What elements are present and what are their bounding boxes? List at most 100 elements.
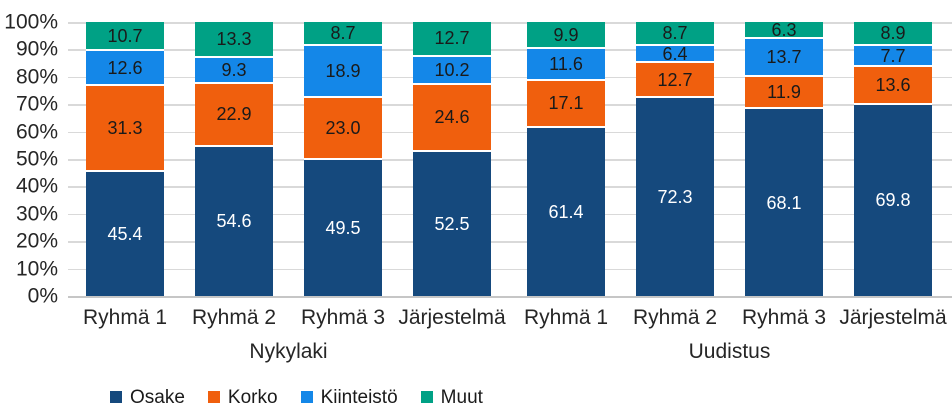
segment-osake: 52.5 (413, 152, 491, 296)
bar-nykylaki-ryhm-1: 10.7 12.6 31.3 45.4 (86, 22, 164, 296)
segment-kiinteist: 10.2 (413, 56, 491, 85)
segment-osake: 49.5 (304, 160, 382, 296)
segment-osake: 69.8 (854, 104, 932, 296)
segment-value-label: 23.0 (325, 118, 361, 138)
segment-value-label: 11.9 (767, 82, 801, 103)
segment-value-label: 24.6 (434, 107, 470, 128)
segment-value-label: 45.4 (107, 223, 143, 244)
segment-muut: 8.7 (304, 22, 382, 46)
legend-swatch-icon (300, 391, 313, 403)
segment-value-label: 68.1 (766, 192, 802, 213)
bar-uudistus-ryhm-3: 6.3 13.7 11.9 68.1 (745, 22, 823, 296)
segment-value-label: 6.4 (662, 43, 688, 64)
segment-value-label: 18.9 (325, 60, 361, 81)
bar-group-uudistus: 9.9 11.6 17.1 61.4 8.7 6.4 12.7 72.3 6.3 13.7 11.9… (527, 22, 932, 296)
y-tick-label: 30% (15, 202, 58, 226)
segment-value-label: 69.8 (875, 190, 911, 211)
y-tick-label: 40% (15, 174, 58, 198)
category-label-ryhm-1: Ryhmä 1 (82, 306, 168, 329)
segment-value-label: 22.9 (216, 104, 252, 125)
x-axis-group-labels: Nykylaki Uudistus (68, 340, 952, 364)
bar-nykylaki-ryhm-3: 8.7 18.9 23.0 49.5 (304, 22, 382, 296)
bar-nykylaki-ryhm-2: 13.3 9.3 22.9 54.6 (195, 22, 273, 296)
y-tick-label: 10% (15, 257, 58, 281)
category-label-ryhm-3: Ryhmä 3 (741, 306, 827, 329)
gridline (68, 49, 952, 51)
segment-kiinteist: 13.7 (745, 39, 823, 77)
segment-value-label: 12.7 (657, 69, 693, 90)
segment-muut: 6.3 (745, 22, 823, 40)
segment-value-label: 6.3 (771, 22, 797, 40)
segment-osake: 72.3 (636, 98, 714, 296)
segment-value-label: 72.3 (657, 187, 693, 208)
segment-value-label: 17.1 (548, 93, 584, 114)
segment-value-label: 7.7 (880, 45, 906, 66)
y-tick-label: 90% (15, 37, 58, 61)
segment-korko: 17.1 (527, 80, 605, 128)
segment-value-label: 12.7 (434, 28, 470, 49)
segment-kiinteist: 12.6 (86, 51, 164, 86)
group-label-nykylaki: Nykylaki (249, 340, 328, 363)
segment-muut: 12.7 (413, 22, 491, 57)
group-label-uudistus: Uudistus (688, 340, 771, 363)
category-label-ryhm-3: Ryhmä 3 (300, 306, 386, 329)
segment-kiinteist: 7.7 (854, 45, 932, 68)
segment-kiinteist: 18.9 (304, 45, 382, 98)
segment-value-label: 11.6 (549, 54, 583, 75)
gridline (68, 268, 952, 271)
segment-korko: 24.6 (413, 84, 491, 153)
bar-groups: 10.7 12.6 31.3 45.4 13.3 9.3 22.9 54.6 8.7 18.9 23… (68, 22, 952, 296)
gridline (68, 76, 952, 79)
segment-kiinteist: 6.4 (636, 43, 714, 64)
gridline (68, 213, 952, 216)
segment-value-label: 10.7 (107, 25, 143, 46)
legend-label: Korko (227, 386, 278, 408)
category-label-j-rjestelm: Järjestelmä (839, 306, 947, 329)
bar-group-nykylaki: 10.7 12.6 31.3 45.4 13.3 9.3 22.9 54.6 8.7 18.9 23… (86, 22, 491, 296)
segment-value-label: 8.7 (330, 22, 356, 43)
segment-value-label: 8.9 (880, 23, 906, 44)
segment-value-label: 54.6 (216, 211, 252, 232)
y-tick-label: 20% (15, 229, 58, 253)
segment-value-label: 8.7 (662, 22, 688, 43)
segment-value-label: 52.5 (434, 214, 470, 235)
y-tick-label: 0% (27, 284, 58, 308)
segment-value-label: 61.4 (548, 201, 584, 222)
segment-value-label: 31.3 (107, 117, 143, 138)
legend-swatch-icon (420, 391, 433, 403)
segment-korko: 13.6 (854, 67, 932, 105)
legend: Osake Korko Kiinteistö Muut (110, 386, 483, 408)
segment-osake: 45.4 (86, 171, 164, 296)
segment-value-label: 13.6 (875, 75, 911, 96)
legend-item-korko: Korko (207, 386, 278, 408)
segment-muut: 8.7 (636, 22, 714, 46)
gridline (68, 22, 952, 24)
bar-uudistus-j-rjestelm: 8.9 7.7 13.6 69.8 (854, 22, 932, 296)
segment-osake: 54.6 (195, 146, 273, 296)
legend-item-osake: Osake (110, 388, 185, 407)
segment-muut: 9.9 (527, 22, 605, 50)
segment-osake: 61.4 (527, 127, 605, 296)
category-label-j-rjestelm: Järjestelmä (398, 306, 506, 329)
x-axis-line (68, 296, 952, 298)
segment-osake: 68.1 (745, 109, 823, 296)
legend-label: Osake (130, 386, 185, 408)
y-axis: 0% 10% 20% 30% 40% 50% 60% 70% 80% 90% 100% (0, 12, 58, 307)
segment-value-label: 9.3 (221, 60, 247, 81)
bar-nykylaki-j-rjestelm: 12.7 10.2 24.6 52.5 (413, 22, 491, 296)
segment-korko: 11.9 (745, 76, 823, 110)
segment-muut: 10.7 (86, 22, 164, 52)
segment-value-label: 13.3 (216, 29, 252, 50)
legend-swatch-icon (110, 391, 122, 403)
gridline (68, 186, 952, 188)
x-axis-category-labels: Ryhmä 1 Ryhmä 2 Ryhmä 3 Järjestelmä Ryhmä 1 R… (68, 306, 952, 330)
gridline (68, 104, 952, 106)
segment-muut: 13.3 (195, 22, 273, 59)
bar-uudistus-ryhm-1: 9.9 11.6 17.1 61.4 (527, 22, 605, 296)
segment-value-label: 9.9 (553, 24, 579, 45)
y-tick-label: 60% (15, 120, 58, 144)
legend-item-muut: Muut (420, 388, 483, 407)
segment-value-label: 10.2 (434, 59, 470, 80)
segment-korko: 31.3 (86, 85, 164, 172)
